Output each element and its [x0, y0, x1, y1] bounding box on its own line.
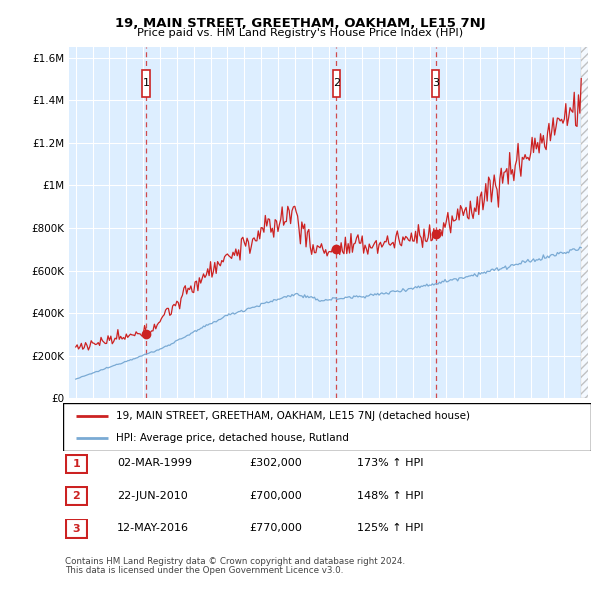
Text: 3: 3: [73, 524, 80, 533]
Text: 22-JUN-2010: 22-JUN-2010: [117, 491, 188, 500]
Text: 148% ↑ HPI: 148% ↑ HPI: [357, 491, 424, 500]
Text: Price paid vs. HM Land Registry's House Price Index (HPI): Price paid vs. HM Land Registry's House …: [137, 28, 463, 38]
FancyBboxPatch shape: [433, 70, 439, 97]
FancyBboxPatch shape: [142, 70, 149, 97]
Text: 02-MAR-1999: 02-MAR-1999: [117, 458, 192, 468]
FancyBboxPatch shape: [333, 70, 340, 97]
Text: 173% ↑ HPI: 173% ↑ HPI: [357, 458, 424, 468]
Text: 125% ↑ HPI: 125% ↑ HPI: [357, 523, 424, 533]
FancyBboxPatch shape: [66, 519, 86, 538]
Text: £700,000: £700,000: [249, 491, 302, 500]
FancyBboxPatch shape: [66, 454, 86, 473]
Text: 2: 2: [73, 491, 80, 501]
Text: £770,000: £770,000: [249, 523, 302, 533]
Text: 1: 1: [143, 78, 149, 88]
Text: Contains HM Land Registry data © Crown copyright and database right 2024.: Contains HM Land Registry data © Crown c…: [65, 558, 405, 566]
Text: 19, MAIN STREET, GREETHAM, OAKHAM, LE15 7NJ: 19, MAIN STREET, GREETHAM, OAKHAM, LE15 …: [115, 17, 485, 30]
Text: 19, MAIN STREET, GREETHAM, OAKHAM, LE15 7NJ (detached house): 19, MAIN STREET, GREETHAM, OAKHAM, LE15 …: [116, 411, 470, 421]
Text: HPI: Average price, detached house, Rutland: HPI: Average price, detached house, Rutl…: [116, 433, 349, 443]
Text: £302,000: £302,000: [249, 458, 302, 468]
Text: 1: 1: [73, 459, 80, 468]
Text: 3: 3: [433, 78, 439, 88]
Text: 12-MAY-2016: 12-MAY-2016: [117, 523, 189, 533]
Text: This data is licensed under the Open Government Licence v3.0.: This data is licensed under the Open Gov…: [65, 566, 343, 575]
FancyBboxPatch shape: [63, 403, 591, 451]
Text: 2: 2: [333, 78, 340, 88]
FancyBboxPatch shape: [66, 487, 86, 506]
